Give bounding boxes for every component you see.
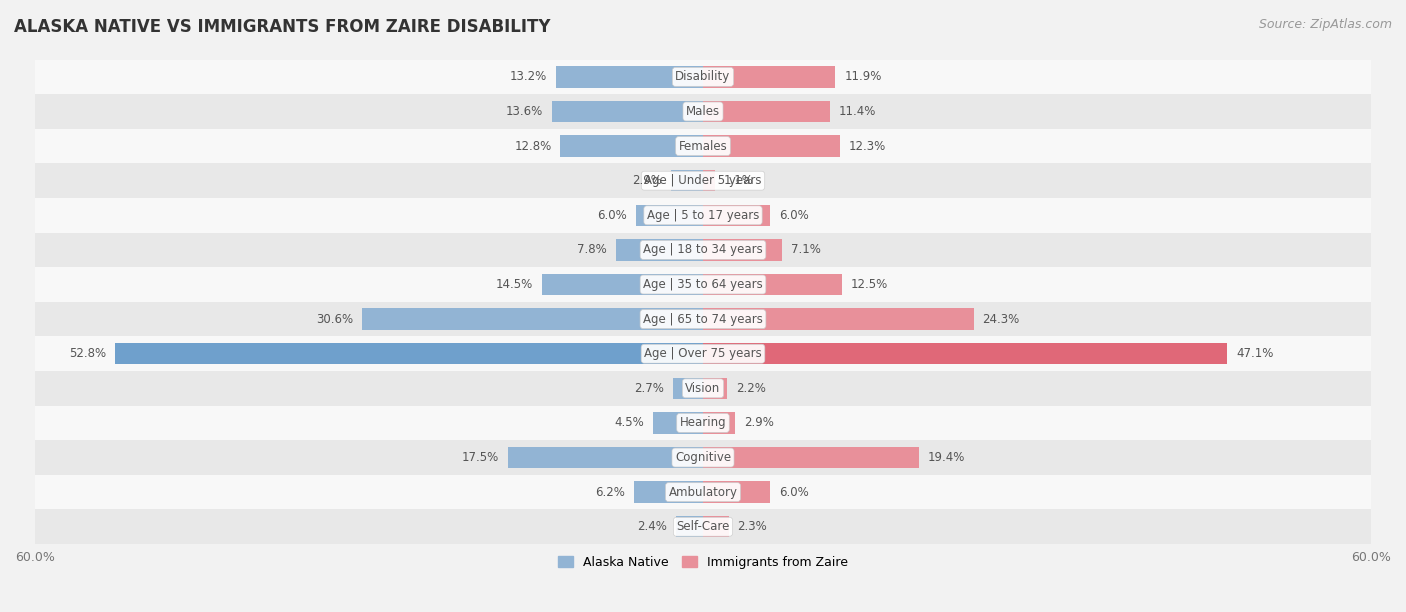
Text: 52.8%: 52.8% [69, 347, 107, 360]
Bar [703, 135, 839, 157]
Bar [636, 204, 703, 226]
Text: 2.4%: 2.4% [637, 520, 668, 533]
Bar [703, 274, 842, 295]
Text: Ambulatory: Ambulatory [668, 486, 738, 499]
Text: 6.0%: 6.0% [598, 209, 627, 222]
Text: Age | 35 to 64 years: Age | 35 to 64 years [643, 278, 763, 291]
Bar [634, 482, 703, 503]
Text: Vision: Vision [685, 382, 721, 395]
Text: 7.8%: 7.8% [578, 244, 607, 256]
Bar [703, 170, 716, 192]
Bar [35, 509, 1371, 544]
Text: 2.3%: 2.3% [738, 520, 768, 533]
Bar [508, 447, 703, 468]
Text: Cognitive: Cognitive [675, 451, 731, 464]
Bar [35, 233, 1371, 267]
Text: 4.5%: 4.5% [614, 416, 644, 430]
Bar [35, 129, 1371, 163]
Text: Hearing: Hearing [679, 416, 727, 430]
Text: Age | Under 5 years: Age | Under 5 years [644, 174, 762, 187]
Bar [616, 239, 703, 261]
Text: Age | 65 to 74 years: Age | 65 to 74 years [643, 313, 763, 326]
Bar [561, 135, 703, 157]
Text: Age | Over 75 years: Age | Over 75 years [644, 347, 762, 360]
Text: 2.7%: 2.7% [634, 382, 664, 395]
Text: Age | 18 to 34 years: Age | 18 to 34 years [643, 244, 763, 256]
Text: 13.6%: 13.6% [505, 105, 543, 118]
Text: ALASKA NATIVE VS IMMIGRANTS FROM ZAIRE DISABILITY: ALASKA NATIVE VS IMMIGRANTS FROM ZAIRE D… [14, 18, 551, 36]
Bar [35, 267, 1371, 302]
Bar [35, 94, 1371, 129]
Text: 11.4%: 11.4% [839, 105, 876, 118]
Bar [35, 302, 1371, 337]
Bar [551, 101, 703, 122]
Text: 2.2%: 2.2% [737, 382, 766, 395]
Text: Self-Care: Self-Care [676, 520, 730, 533]
Bar [703, 516, 728, 537]
Bar [703, 482, 770, 503]
Text: 6.2%: 6.2% [595, 486, 626, 499]
Text: 2.9%: 2.9% [744, 416, 775, 430]
Bar [673, 378, 703, 399]
Bar [703, 378, 727, 399]
Text: 47.1%: 47.1% [1236, 347, 1274, 360]
Text: Source: ZipAtlas.com: Source: ZipAtlas.com [1258, 18, 1392, 31]
Bar [703, 412, 735, 434]
Text: 12.5%: 12.5% [851, 278, 889, 291]
Text: Age | 5 to 17 years: Age | 5 to 17 years [647, 209, 759, 222]
Text: 2.9%: 2.9% [631, 174, 662, 187]
Bar [676, 516, 703, 537]
Text: 6.0%: 6.0% [779, 486, 808, 499]
Text: 30.6%: 30.6% [316, 313, 353, 326]
Bar [35, 198, 1371, 233]
Bar [703, 308, 973, 330]
Text: 24.3%: 24.3% [983, 313, 1019, 326]
Bar [541, 274, 703, 295]
Bar [35, 475, 1371, 509]
Bar [555, 66, 703, 88]
Bar [652, 412, 703, 434]
Bar [703, 239, 782, 261]
Bar [703, 204, 770, 226]
Text: Males: Males [686, 105, 720, 118]
Bar [703, 447, 920, 468]
Bar [703, 343, 1227, 365]
Text: 17.5%: 17.5% [463, 451, 499, 464]
Text: 11.9%: 11.9% [845, 70, 882, 83]
Text: Disability: Disability [675, 70, 731, 83]
Text: Females: Females [679, 140, 727, 152]
Text: 13.2%: 13.2% [510, 70, 547, 83]
Bar [703, 66, 835, 88]
Bar [671, 170, 703, 192]
Text: 19.4%: 19.4% [928, 451, 966, 464]
Text: 7.1%: 7.1% [792, 244, 821, 256]
Bar [35, 163, 1371, 198]
Bar [35, 337, 1371, 371]
Bar [35, 371, 1371, 406]
Bar [35, 440, 1371, 475]
Bar [35, 59, 1371, 94]
Text: 14.5%: 14.5% [495, 278, 533, 291]
Text: 12.3%: 12.3% [849, 140, 886, 152]
Bar [115, 343, 703, 365]
Bar [35, 406, 1371, 440]
Text: 1.1%: 1.1% [724, 174, 754, 187]
Text: 6.0%: 6.0% [779, 209, 808, 222]
Bar [363, 308, 703, 330]
Bar [703, 101, 830, 122]
Text: 12.8%: 12.8% [515, 140, 551, 152]
Legend: Alaska Native, Immigrants from Zaire: Alaska Native, Immigrants from Zaire [554, 551, 852, 573]
